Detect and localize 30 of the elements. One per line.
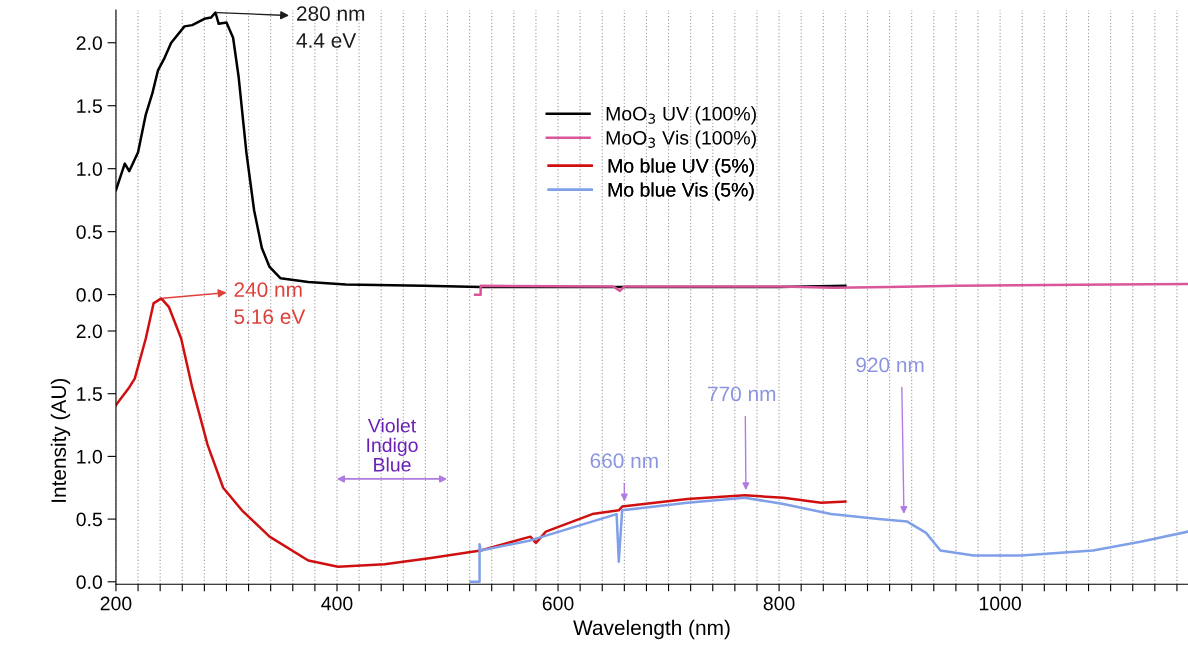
line-series [115, 297, 847, 568]
y-axis-title: Intensity (AU) [50, 378, 71, 502]
y-tick-label: 0.0 [76, 288, 102, 302]
y-tick-label: 2.0 [76, 36, 102, 50]
x-tick-label: 400 [321, 596, 353, 611]
x-tick-label: 1000 [979, 596, 1021, 611]
x-tick-label: 800 [763, 596, 795, 611]
line-series [473, 282, 1188, 296]
x-tick-label: 600 [542, 596, 574, 611]
y-tick-label: 1.0 [77, 449, 102, 464]
annotation: Violet Indigo Blue [367, 418, 418, 472]
line-series [469, 496, 1188, 584]
legend-label: Mo blue Vis (5%) [608, 182, 754, 201]
annotation: 660 nm [590, 453, 658, 469]
annotation: 280 nm 4.4 eV [296, 6, 365, 48]
y-tick-label: 2.0 [76, 324, 102, 339]
annotation: 920 nm [856, 357, 924, 373]
y-tick-label: 0.5 [76, 225, 102, 239]
annotation: 240 nm 5.16 eV [234, 282, 306, 325]
y-tick-label: 0.5 [76, 512, 102, 527]
legend-label: MoO$_{3}$ Vis (100%) [606, 130, 756, 149]
y-tick-label: 1.5 [77, 387, 102, 401]
x-axis-title: Wavelength (nm) [573, 619, 730, 640]
y-tick-label: 0.0 [76, 575, 102, 590]
x-tick-label: 200 [100, 596, 132, 611]
y-tick-label: 1.5 [77, 99, 102, 113]
annotation: 770 nm [708, 386, 776, 402]
legend-label: Mo blue UV (5%) [608, 158, 754, 177]
y-tick-label: 1.0 [77, 162, 102, 176]
legend-label: MoO$_{3}$ UV (100%) [606, 106, 756, 125]
